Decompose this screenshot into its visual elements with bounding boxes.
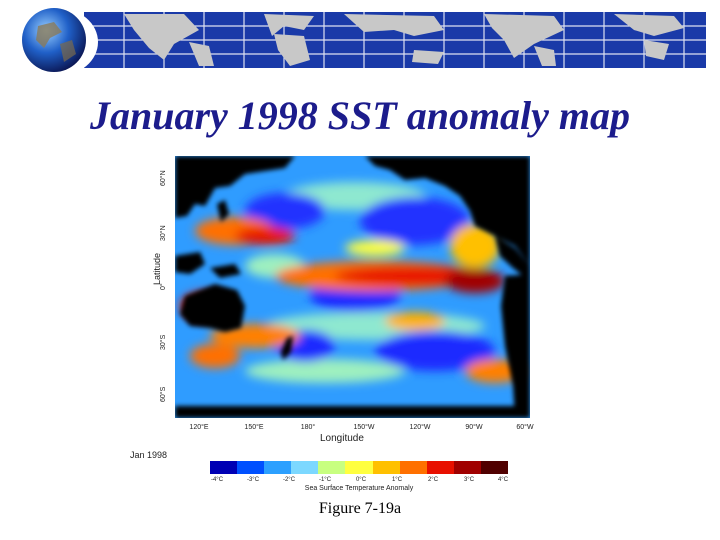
colorbar-swatch bbox=[453, 461, 481, 474]
lon-tick-90w: 90°W bbox=[465, 424, 483, 431]
slide-title: January 1998 SST anomaly map bbox=[89, 93, 631, 138]
colorbar-title: Sea Surface Temperature Anomaly bbox=[304, 485, 414, 492]
date-label: Jan 1998 bbox=[130, 450, 168, 460]
header-map-banner bbox=[84, 12, 706, 68]
colorbar-swatch bbox=[372, 461, 400, 474]
colorbar-swatch bbox=[237, 461, 265, 474]
colorbar-swatch bbox=[345, 461, 373, 474]
colorbar-swatch bbox=[318, 461, 346, 474]
colorbar-tick: 1°C bbox=[391, 477, 403, 483]
y-axis-label: Latitude bbox=[152, 252, 162, 285]
colorbar-tick: -4°C bbox=[210, 477, 224, 483]
colorbar-swatch bbox=[264, 461, 292, 474]
colorbar-tick: 2°C bbox=[427, 477, 439, 483]
colorbar-swatch bbox=[210, 461, 238, 474]
lat-tick-60n: 60°N bbox=[160, 170, 167, 186]
sst-anomaly-figure: Latitude 60°N 30°N 0° 30°S 60°S 120°E 15… bbox=[120, 150, 560, 495]
colorbar-swatch bbox=[399, 461, 427, 474]
colorbar-tick: -1°C bbox=[318, 477, 332, 483]
colorbar-swatch bbox=[480, 461, 509, 474]
colorbar bbox=[210, 461, 509, 474]
lon-tick-60w: 60°W bbox=[516, 424, 534, 431]
lat-tick-60s: 60°S bbox=[160, 386, 167, 402]
lat-tick-0: 0° bbox=[160, 283, 167, 290]
colorbar-tick: -2°C bbox=[282, 477, 296, 483]
colorbar-tick: 3°C bbox=[463, 477, 475, 483]
lon-tick-150e: 150°E bbox=[244, 424, 264, 431]
colorbar-swatch bbox=[426, 461, 454, 474]
colorbar-swatch bbox=[291, 461, 319, 474]
sst-anomaly-map bbox=[175, 156, 530, 418]
figure-caption: Figure 7-19a bbox=[318, 500, 402, 517]
lat-tick-30s: 30°S bbox=[160, 334, 167, 350]
globe-icon bbox=[18, 8, 98, 76]
colorbar-tick: 0°C bbox=[355, 477, 367, 483]
x-axis-label: Longitude bbox=[320, 433, 364, 444]
land-masses bbox=[175, 156, 530, 418]
lat-tick-30n: 30°N bbox=[160, 225, 167, 241]
lon-tick-120e: 120°E bbox=[189, 424, 209, 431]
lon-tick-180: 180° bbox=[300, 424, 316, 431]
lon-tick-150w: 150°W bbox=[353, 424, 375, 431]
colorbar-tick: -3°C bbox=[246, 477, 260, 483]
lon-tick-120w: 120°W bbox=[409, 424, 431, 431]
colorbar-tick: 4°C bbox=[497, 477, 509, 483]
